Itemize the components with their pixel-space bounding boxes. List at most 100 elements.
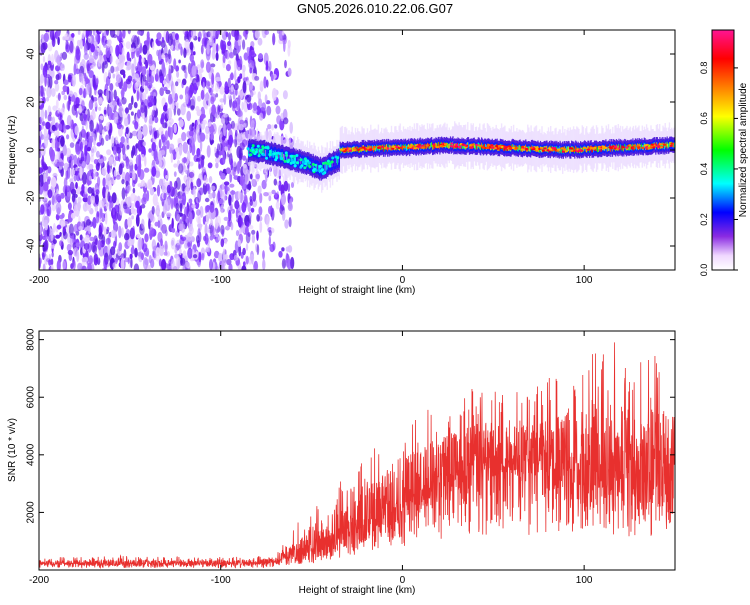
noise-blob: [90, 154, 94, 163]
noise-blob: [196, 64, 201, 69]
band-core: [351, 147, 353, 152]
noise-blob: [108, 69, 111, 78]
noise-blob: [56, 224, 62, 230]
band-core: [629, 145, 631, 151]
band-peak: [444, 143, 448, 146]
noise-blob: [249, 199, 253, 206]
noise-blob: [42, 263, 46, 270]
noise-blob: [268, 206, 272, 215]
noise-blob: [283, 39, 286, 52]
noise-blob: [196, 178, 202, 188]
band-peak: [475, 143, 479, 146]
band-core: [601, 146, 603, 152]
band-peak: [368, 148, 373, 151]
noise-blob: [146, 190, 150, 202]
noise-blob: [205, 61, 211, 73]
noise-blob: [283, 117, 289, 125]
band-core: [519, 144, 521, 150]
entry-peak: [266, 146, 270, 150]
noise-blob: [169, 103, 175, 110]
noise-blob: [232, 161, 237, 168]
noise-blob: [51, 116, 56, 125]
noise-blob: [53, 223, 56, 233]
band-core: [546, 145, 548, 151]
noise-blob: [151, 141, 156, 152]
noise-blob: [114, 257, 119, 263]
band-peak: [457, 145, 461, 149]
noise-blob: [236, 161, 241, 174]
noise-blob: [230, 120, 235, 129]
entry-peak: [295, 154, 299, 157]
entry-peak: [292, 154, 296, 158]
noise-blob: [176, 239, 180, 246]
noise-blob: [236, 54, 239, 60]
noise-blob: [41, 121, 46, 126]
noise-blob: [236, 133, 242, 143]
noise-blob: [60, 220, 64, 227]
noise-blob: [135, 214, 140, 227]
noise-blob: [178, 143, 183, 156]
band-core: [558, 148, 560, 154]
band-peak: [490, 144, 494, 147]
noise-blob: [141, 66, 147, 76]
noise-blob: [238, 123, 244, 131]
noise-blob: [161, 36, 165, 44]
noise-blob: [132, 170, 136, 181]
noise-blob: [112, 145, 117, 155]
noise-blob: [114, 136, 119, 145]
noise-blob: [224, 238, 228, 245]
noise-blob: [182, 141, 189, 154]
band-core: [380, 145, 382, 151]
noise-blob: [94, 194, 99, 205]
band-peak: [608, 146, 612, 149]
noise-blob: [81, 125, 85, 135]
noise-blob: [52, 105, 58, 111]
noise-blob: [228, 209, 232, 222]
figure-title: GN05.2026.010.22.06.G07: [296, 1, 454, 16]
band-peak: [563, 148, 567, 151]
band-peak: [391, 147, 395, 150]
noise-blob: [79, 141, 83, 152]
noise-blob: [49, 30, 55, 41]
band-core: [382, 146, 385, 152]
noise-blob: [69, 142, 75, 148]
entry-peak: [274, 158, 278, 162]
noise-blob: [259, 80, 264, 93]
noise-blob: [252, 191, 257, 202]
noise-blob: [79, 234, 83, 241]
band-core: [279, 151, 281, 159]
band-core: [355, 146, 358, 152]
noise-blob: [271, 189, 276, 195]
noise-blob: [197, 95, 202, 102]
noise-blob: [60, 136, 65, 147]
noise-blob: [206, 145, 211, 158]
noise-blob: [220, 238, 225, 248]
noise-blob: [71, 33, 75, 38]
noise-blob: [156, 184, 161, 197]
noise-blob: [209, 235, 214, 241]
noise-blob: [107, 242, 110, 256]
noise-blob: [250, 51, 255, 56]
band-core: [310, 161, 312, 168]
noise-blob: [265, 60, 269, 71]
heatmap-plot-area: [39, 30, 675, 270]
noise-blob: [134, 163, 138, 171]
noise-blob: [247, 232, 251, 237]
band-core: [628, 145, 630, 151]
noise-blob: [156, 49, 160, 57]
noise-blob: [63, 79, 69, 86]
noise-blob: [214, 266, 219, 270]
noise-blob: [228, 32, 231, 42]
noise-blob: [181, 157, 188, 163]
noise-blob: [168, 93, 173, 105]
x-tick-label: -200: [29, 275, 49, 286]
noise-blob: [80, 150, 84, 162]
noise-blob: [50, 258, 54, 266]
noise-blob: [154, 116, 159, 124]
noise-blob: [56, 129, 60, 138]
noise-blob: [184, 31, 187, 38]
noise-blob: [242, 163, 248, 175]
band-core: [248, 146, 250, 154]
band-core: [592, 147, 594, 153]
noise-blob: [118, 225, 122, 239]
